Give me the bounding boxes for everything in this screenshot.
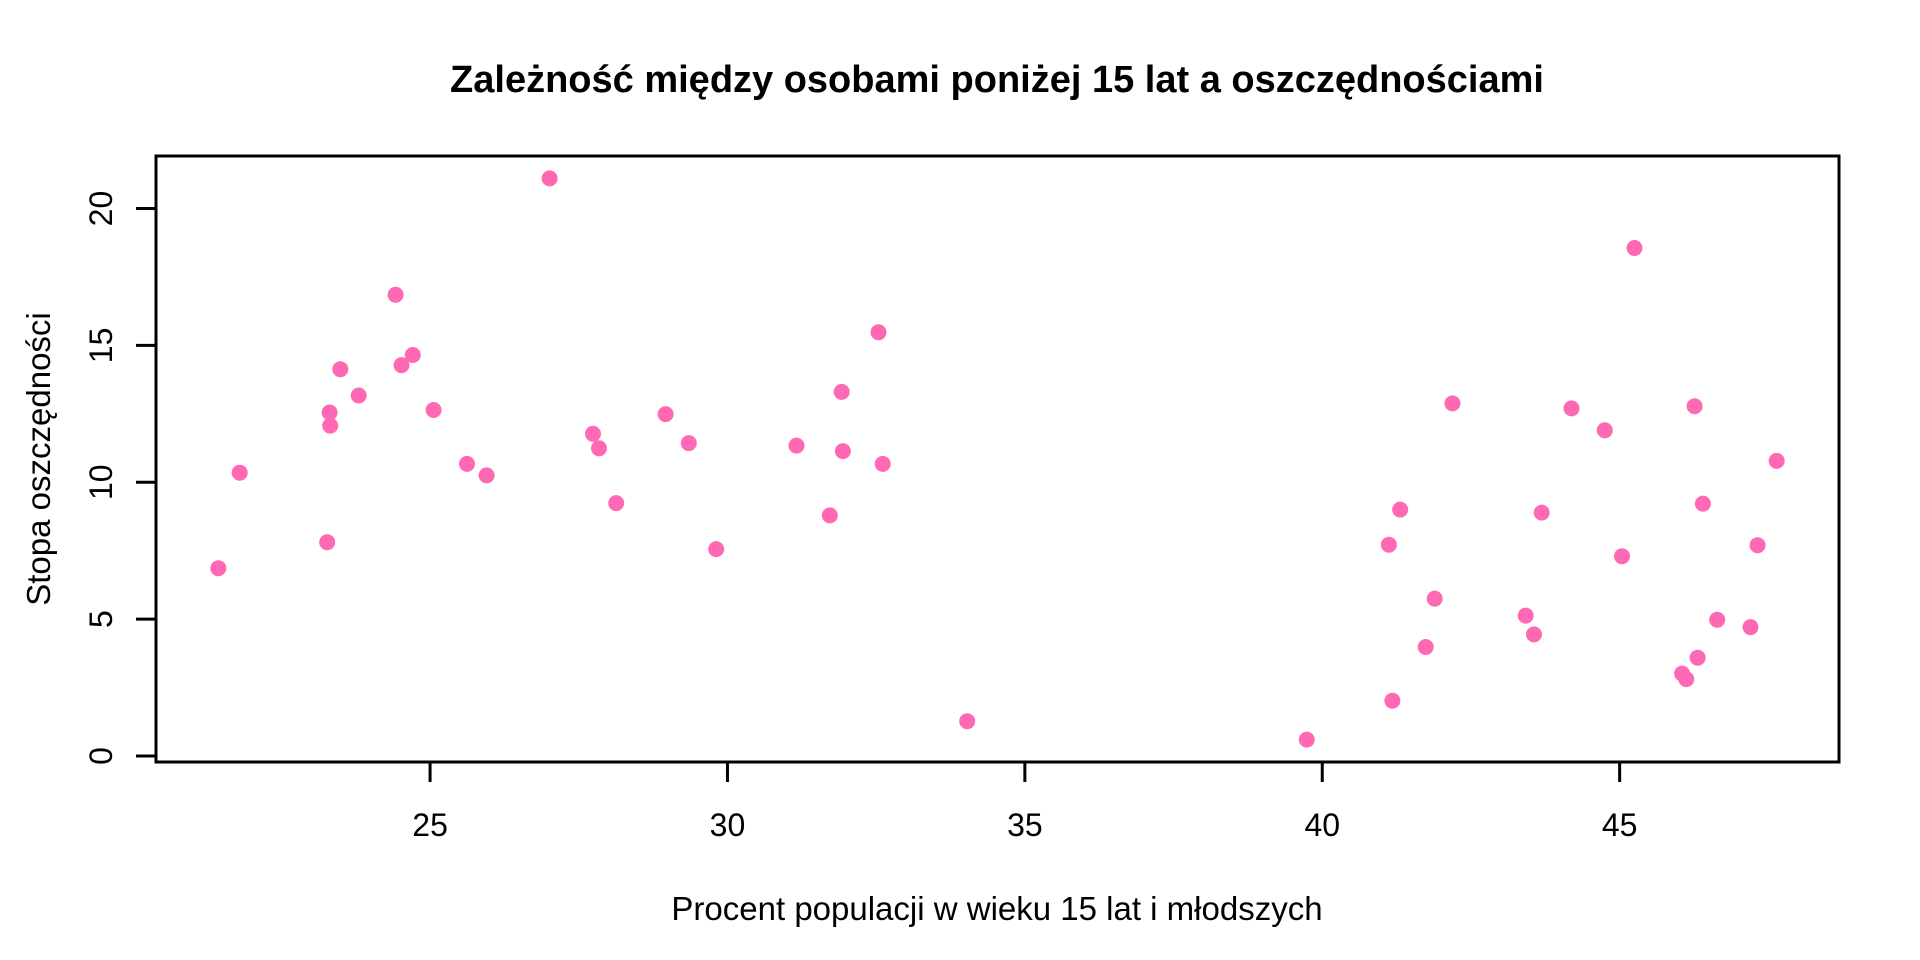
data-point bbox=[1742, 619, 1759, 636]
y-tick-label: 20 bbox=[83, 191, 119, 227]
data-point bbox=[870, 324, 887, 341]
data-point bbox=[1444, 395, 1461, 412]
data-point bbox=[608, 495, 625, 512]
data-point bbox=[425, 402, 442, 418]
y-axis-label: Stopa oszczędności bbox=[20, 312, 57, 606]
data-point bbox=[1426, 590, 1443, 607]
data-point bbox=[1626, 240, 1643, 256]
x-axis-label: Procent populacji w wieku 15 lat i młods… bbox=[671, 890, 1322, 927]
data-point bbox=[1768, 452, 1785, 469]
data-point bbox=[788, 437, 805, 454]
data-point bbox=[833, 383, 850, 400]
data-point bbox=[387, 286, 404, 303]
data-point bbox=[680, 435, 697, 452]
y-tick-label: 5 bbox=[83, 610, 119, 628]
data-point bbox=[1417, 639, 1434, 655]
data-point bbox=[1614, 548, 1630, 565]
data-point bbox=[319, 534, 336, 551]
data-point bbox=[478, 467, 495, 484]
data-point bbox=[821, 507, 838, 524]
data-point bbox=[1686, 398, 1703, 415]
data-point bbox=[1380, 536, 1397, 553]
data-point bbox=[874, 455, 891, 472]
data-point bbox=[1392, 501, 1409, 518]
data-point bbox=[1694, 495, 1711, 512]
data-point bbox=[1749, 537, 1766, 554]
plot-box bbox=[154, 154, 1841, 764]
data-point bbox=[332, 361, 349, 378]
data-point bbox=[1533, 504, 1550, 521]
data-point bbox=[404, 347, 421, 363]
data-point bbox=[459, 455, 475, 472]
data-point bbox=[1596, 422, 1613, 439]
data-point bbox=[321, 404, 338, 421]
chart-title: Zależność między osobami poniżej 15 lat … bbox=[450, 59, 1544, 101]
data-point bbox=[393, 357, 410, 374]
x-tick-label: 30 bbox=[710, 807, 746, 843]
data-point bbox=[1689, 649, 1706, 666]
y-tick-label: 15 bbox=[83, 328, 119, 364]
x-tick-label: 35 bbox=[1007, 807, 1043, 843]
data-point bbox=[585, 425, 601, 442]
x-tick-label: 25 bbox=[412, 807, 448, 843]
data-point bbox=[708, 541, 725, 558]
data-point bbox=[657, 406, 674, 423]
y-tick-label: 10 bbox=[83, 464, 119, 500]
data-point bbox=[322, 417, 339, 434]
data-point bbox=[210, 560, 227, 577]
data-point bbox=[1709, 611, 1726, 628]
data-point bbox=[1517, 607, 1534, 624]
data-point bbox=[231, 464, 248, 481]
data-point bbox=[1678, 671, 1695, 688]
data-point bbox=[834, 443, 851, 460]
y-tick-label: 0 bbox=[83, 747, 119, 765]
data-point bbox=[1384, 692, 1401, 709]
data-point bbox=[1563, 400, 1580, 417]
data-point bbox=[591, 440, 607, 457]
plot-area: 25 30 35 40 45 0 5 10 15 20 bbox=[83, 154, 1841, 843]
x-tick-label: 40 bbox=[1304, 807, 1340, 843]
data-point bbox=[959, 713, 976, 730]
data-point bbox=[1298, 731, 1315, 748]
data-point bbox=[1526, 626, 1542, 643]
data-point bbox=[350, 387, 367, 404]
x-tick-label: 45 bbox=[1602, 807, 1638, 843]
data-point bbox=[541, 170, 558, 187]
